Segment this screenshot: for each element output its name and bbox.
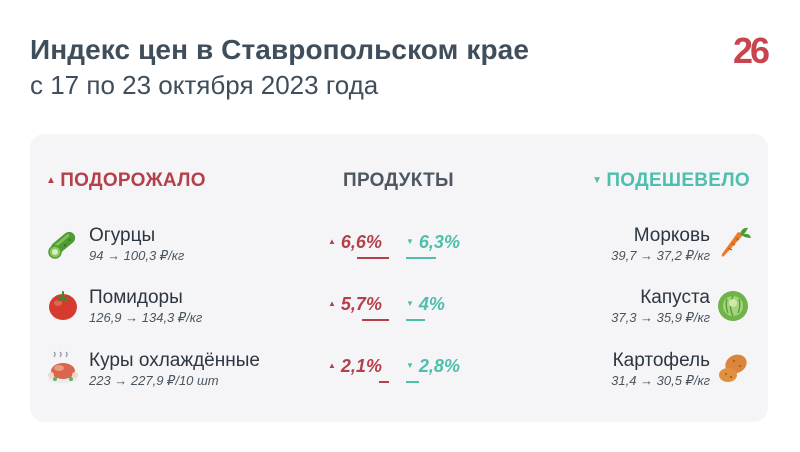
triangle-down-icon: ▼ xyxy=(406,237,414,246)
tomato-icon xyxy=(49,291,77,320)
price-index-card xyxy=(30,134,768,422)
change-bar-down-potato xyxy=(406,381,420,383)
change-bar-up-tomatoes xyxy=(361,319,389,321)
product-prices-chicken: 223 → 227,9 ₽/10 шт xyxy=(89,373,219,388)
triangle-down-icon: ▼ xyxy=(592,175,603,186)
page-subtitle: с 17 по 23 октября 2023 года xyxy=(30,70,379,100)
change-bar-up-chicken xyxy=(378,381,389,383)
svg-text:26: 26 xyxy=(733,30,769,70)
change-up-cucumbers: ▲ 6,6% xyxy=(328,232,382,252)
column-header-increased: ▲ ПОДОРОЖАЛО xyxy=(46,170,206,191)
change-bar-up-cucumbers xyxy=(357,257,389,259)
product-prices-carrot: 39,7 → 37,2 ₽/кг xyxy=(611,248,710,263)
triangle-up-icon: ▲ xyxy=(328,299,336,308)
product-name-cucumbers: Огурцы xyxy=(89,225,156,246)
cucumber-icon xyxy=(48,231,76,259)
column-header-products: ПРОДУКТЫ xyxy=(343,170,454,191)
change-down-cabbage: ▼ 4% xyxy=(406,294,445,314)
triangle-down-icon: ▼ xyxy=(406,361,414,370)
product-name-carrot: Морковь xyxy=(633,225,710,246)
product-prices-cucumbers: 94 → 100,3 ₽/кг xyxy=(89,248,185,263)
product-prices-potato: 31,4 → 30,5 ₽/кг xyxy=(611,373,710,388)
logo-26-icon: 26 xyxy=(733,30,772,70)
triangle-down-icon: ▼ xyxy=(406,299,414,308)
change-bar-down-carrot xyxy=(406,257,437,259)
change-up-chicken: ▲ 2,1% xyxy=(328,356,382,376)
product-name-tomatoes: Помидоры xyxy=(89,287,183,308)
change-up-tomatoes: ▲ 5,7% xyxy=(328,294,382,314)
product-name-cabbage: Капуста xyxy=(640,287,710,308)
triangle-up-icon: ▲ xyxy=(328,361,336,370)
potato-icon xyxy=(719,354,747,382)
chicken-icon xyxy=(48,351,78,383)
page-title: Индекс цен в Ставропольском крае xyxy=(30,34,529,65)
carrot-icon xyxy=(721,227,751,257)
column-header-decreased: ▼ ПОДЕШЕВЕЛО xyxy=(592,170,750,191)
product-name-potato: Картофель xyxy=(612,350,710,371)
product-name-chicken: Куры охлаждённые xyxy=(89,350,260,371)
triangle-up-icon: ▲ xyxy=(328,237,336,246)
cabbage-icon xyxy=(718,291,748,321)
change-bar-down-cabbage xyxy=(406,319,426,321)
triangle-up-icon: ▲ xyxy=(46,175,57,186)
product-prices-tomatoes: 126,9 → 134,3 ₽/кг xyxy=(89,310,203,325)
change-down-carrot: ▼ 6,3% xyxy=(406,232,460,252)
change-down-potato: ▼ 2,8% xyxy=(406,356,460,376)
product-prices-cabbage: 37,3 → 35,9 ₽/кг xyxy=(611,310,710,325)
